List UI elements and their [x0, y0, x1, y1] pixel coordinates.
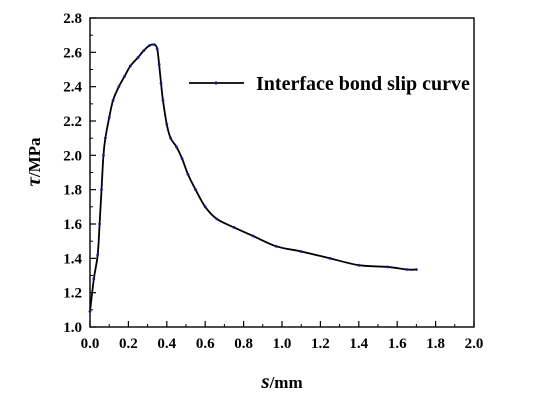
- y-tick-label: 1.0: [63, 320, 82, 336]
- x-tick-label: 0.4: [157, 336, 176, 352]
- data-point: [357, 263, 361, 267]
- data-point: [128, 64, 132, 68]
- data-point: [161, 99, 165, 102]
- y-tick-label: 2.2: [63, 114, 82, 130]
- x-axis-symbol: s: [260, 369, 269, 393]
- data-point: [92, 277, 96, 281]
- data-point: [102, 153, 105, 157]
- data-point: [96, 253, 100, 257]
- data-point: [148, 44, 151, 47]
- x-tick-label: 1.2: [311, 336, 330, 352]
- y-tick-label: 2.4: [63, 80, 82, 96]
- y-axis: 1.0 1.2 1.4 1.6 1.8 2.0 2.2 2.4 2.6 2.8: [63, 11, 96, 336]
- data-point: [107, 116, 111, 119]
- legend-label: Interface bond slip curve: [256, 73, 470, 95]
- x-axis-unit: /mm: [269, 373, 303, 392]
- x-tick-label: 1.8: [426, 336, 445, 352]
- x-tick-label: 0.6: [196, 336, 215, 352]
- x-tick-label: 0.0: [81, 336, 100, 352]
- data-point: [386, 265, 389, 269]
- y-tick-label: 1.2: [63, 286, 82, 302]
- legend: Interface bond slip curve: [189, 73, 470, 95]
- data-point: [169, 136, 173, 140]
- plot-border: [89, 17, 475, 328]
- data-point: [100, 188, 103, 192]
- data-point: [415, 268, 418, 271]
- data-point: [232, 226, 236, 229]
- series-group: [88, 43, 418, 313]
- x-axis: 0.0 0.2 0.4 0.6 0.8 1.0 1.2 1.4 1.6 1.8 2.0: [81, 321, 484, 352]
- y-tick-label: 2.8: [63, 11, 82, 27]
- data-point: [152, 43, 156, 47]
- data-point: [251, 234, 255, 238]
- data-point: [117, 85, 121, 89]
- data-point: [186, 172, 190, 176]
- plot-frame: [89, 17, 475, 328]
- y-axis-label: τ/MPa: [21, 137, 45, 186]
- data-point: [123, 74, 126, 78]
- y-axis-unit: /MPa: [25, 137, 44, 178]
- y-tick-label: 2.6: [63, 45, 82, 61]
- y-tick-label: 1.8: [63, 183, 82, 199]
- data-point: [203, 205, 207, 209]
- legend-swatch-marker: [214, 81, 218, 85]
- x-tick-label: 1.0: [273, 336, 292, 352]
- data-point: [215, 217, 219, 221]
- data-point: [103, 136, 107, 140]
- data-point: [155, 47, 159, 51]
- data-point: [180, 157, 184, 161]
- y-tick-label: 1.4: [63, 251, 82, 267]
- data-point: [98, 222, 101, 226]
- y-axis-symbol: τ: [21, 176, 45, 186]
- x-tick-label: 1.4: [349, 336, 368, 352]
- data-point: [328, 256, 332, 260]
- x-tick-label: 2.0: [465, 336, 484, 352]
- data-point: [274, 244, 278, 248]
- data-point: [142, 49, 146, 53]
- data-point: [136, 56, 140, 59]
- data-point: [405, 268, 409, 271]
- data-point: [157, 62, 161, 66]
- data-point: [194, 188, 198, 192]
- data-point: [299, 250, 303, 253]
- x-tick-label: 1.6: [388, 336, 407, 352]
- x-tick-label: 0.2: [119, 336, 138, 352]
- y-tick-label: 2.0: [63, 148, 82, 164]
- data-point: [175, 145, 178, 149]
- x-tick-label: 0.8: [234, 336, 253, 352]
- x-axis-label: s/mm: [260, 369, 302, 393]
- data-point: [111, 99, 115, 102]
- data-point: [165, 123, 169, 126]
- data-point: [88, 310, 92, 313]
- data-point: [159, 81, 163, 85]
- y-tick-label: 1.6: [63, 217, 82, 233]
